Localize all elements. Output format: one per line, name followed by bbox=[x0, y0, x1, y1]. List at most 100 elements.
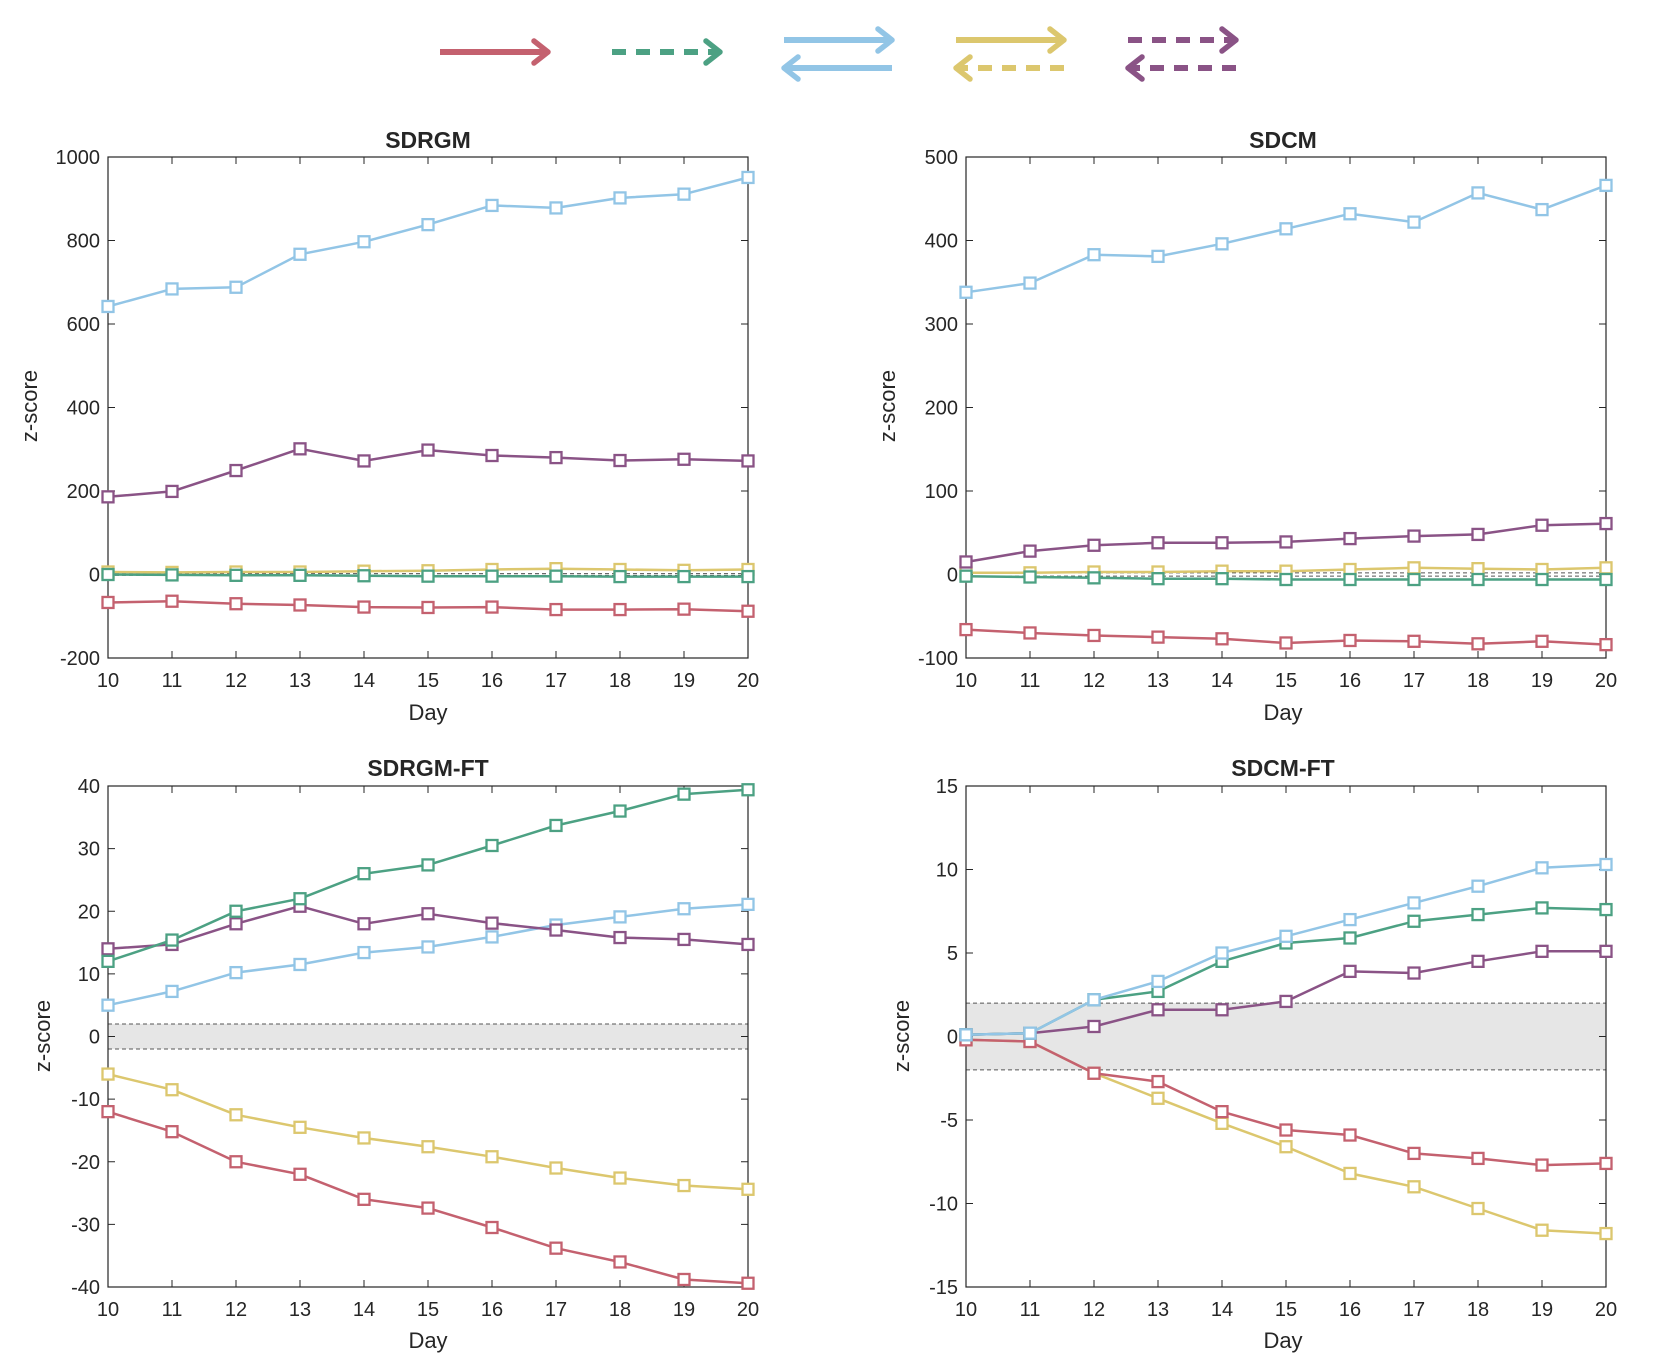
y-tick-label: -5 bbox=[940, 1110, 958, 1132]
data-point-blue bbox=[293, 247, 307, 261]
data-point-purple bbox=[421, 907, 435, 921]
data-point-blue bbox=[229, 965, 243, 980]
data-point-red bbox=[485, 600, 499, 614]
data-point-red bbox=[1407, 634, 1421, 648]
data-point-red bbox=[293, 598, 307, 612]
data-point-red bbox=[101, 1105, 115, 1119]
data-point-red bbox=[165, 594, 179, 608]
data-point-blue bbox=[229, 280, 243, 294]
data-point-yellow bbox=[1215, 1116, 1229, 1130]
data-point-purple bbox=[741, 454, 755, 468]
data-point-blue bbox=[613, 910, 627, 924]
data-point-blue bbox=[1343, 912, 1357, 927]
arrow-right bbox=[440, 38, 551, 66]
arrow-right bbox=[612, 38, 723, 66]
x-tick-label: 10 bbox=[97, 670, 119, 692]
data-point-green bbox=[741, 569, 755, 584]
data-point-red bbox=[549, 602, 563, 617]
series-green bbox=[101, 783, 755, 968]
data-point-red bbox=[1343, 633, 1357, 648]
data-point-green bbox=[1599, 572, 1613, 587]
data-point-purple bbox=[741, 937, 755, 952]
x-tick-label: 16 bbox=[1339, 670, 1361, 692]
y-tick-label: 30 bbox=[78, 839, 100, 861]
series-blue bbox=[959, 857, 1613, 1042]
data-point-blue bbox=[549, 201, 563, 215]
data-point-red bbox=[229, 597, 243, 611]
data-point-purple bbox=[1087, 538, 1101, 552]
y-tick-label: -40 bbox=[71, 1277, 100, 1299]
y-tick-label: 500 bbox=[925, 147, 958, 169]
data-point-green bbox=[677, 569, 691, 584]
data-point-red bbox=[1215, 632, 1229, 646]
arrow-head bbox=[875, 26, 895, 54]
data-point-yellow bbox=[1151, 1091, 1165, 1105]
data-point-blue bbox=[357, 235, 371, 249]
y-tick-label: 15 bbox=[936, 776, 958, 798]
data-point-purple bbox=[165, 484, 179, 499]
data-point-blue bbox=[101, 998, 115, 1012]
data-point-green bbox=[421, 569, 435, 583]
data-point-yellow bbox=[229, 1108, 243, 1122]
data-point-purple bbox=[1343, 964, 1357, 979]
arrow-left bbox=[781, 54, 892, 82]
data-point-blue bbox=[1471, 879, 1485, 893]
data-point-blue bbox=[741, 897, 755, 912]
data-point-red bbox=[613, 1255, 627, 1269]
data-point-purple bbox=[1343, 531, 1357, 546]
y-tick-label: 20 bbox=[78, 901, 100, 923]
data-point-yellow bbox=[741, 1182, 755, 1196]
series-red bbox=[101, 594, 755, 618]
data-point-blue bbox=[421, 217, 435, 232]
data-point-purple bbox=[485, 916, 499, 930]
data-point-red bbox=[1279, 636, 1293, 650]
x-tick-label: 13 bbox=[289, 670, 311, 692]
data-point-yellow bbox=[549, 1161, 563, 1175]
x-tick-label: 10 bbox=[97, 1299, 119, 1321]
y-tick-label: 400 bbox=[67, 398, 100, 420]
data-point-blue bbox=[1279, 222, 1293, 236]
y-tick-label: 40 bbox=[78, 776, 100, 798]
data-point-yellow bbox=[1407, 1180, 1421, 1194]
data-point-purple bbox=[677, 452, 691, 466]
data-point-purple bbox=[613, 930, 627, 945]
y-tick-label: 200 bbox=[925, 398, 958, 420]
data-point-red bbox=[229, 1155, 243, 1169]
data-point-purple bbox=[1151, 536, 1165, 550]
y-tick-label: 0 bbox=[89, 1027, 100, 1049]
y-tick-label: -10 bbox=[929, 1194, 958, 1216]
legend bbox=[440, 26, 1239, 82]
data-point-blue bbox=[677, 902, 691, 916]
data-point-blue bbox=[1599, 857, 1613, 872]
data-point-green bbox=[1343, 931, 1357, 945]
data-point-purple bbox=[1471, 527, 1485, 542]
y-tick-label: 0 bbox=[947, 565, 958, 587]
data-point-red bbox=[959, 622, 973, 637]
data-point-red bbox=[741, 1276, 755, 1290]
data-point-green bbox=[1407, 572, 1421, 587]
panel-sdrgm-ft: SDRGM-FT Day z-score -40 -30 -20 -10 0 10 20 30… bbox=[30, 755, 759, 1353]
series-green bbox=[101, 567, 755, 584]
legend-green-dashed-arrow bbox=[612, 38, 723, 66]
data-point-blue bbox=[1535, 202, 1549, 217]
series-purple bbox=[959, 516, 1613, 569]
data-point-blue bbox=[1023, 1026, 1037, 1040]
x-axis-label: Day bbox=[408, 1328, 447, 1353]
y-tick-label: 10 bbox=[78, 964, 100, 986]
data-point-blue bbox=[1023, 276, 1037, 290]
y-tick-label: 800 bbox=[67, 231, 100, 253]
x-tick-label: 19 bbox=[1531, 1299, 1553, 1321]
series-purple bbox=[959, 944, 1613, 1042]
legend-purple-dashed-bidirectional bbox=[1125, 26, 1239, 82]
data-point-yellow bbox=[1471, 562, 1485, 576]
panel-title: SDRGM bbox=[385, 127, 471, 153]
arrow-left bbox=[1125, 54, 1236, 82]
y-tick-label: 0 bbox=[947, 1027, 958, 1049]
x-tick-label: 12 bbox=[225, 670, 247, 692]
data-point-red bbox=[293, 1167, 307, 1181]
data-point-yellow bbox=[1599, 561, 1613, 575]
data-point-red bbox=[549, 1241, 563, 1255]
data-point-green bbox=[101, 567, 115, 582]
data-point-purple bbox=[677, 932, 691, 947]
